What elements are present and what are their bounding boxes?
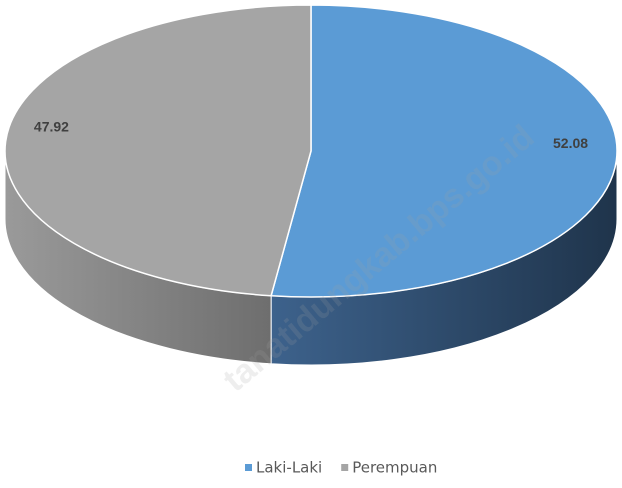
data-label: 47.92 (34, 119, 69, 135)
legend-label: Perempuan (352, 459, 437, 477)
legend-swatch (341, 464, 349, 471)
slice (4, 4, 312, 297)
legend-swatch (245, 464, 252, 471)
legend: Laki-Laki Perempuan (245, 459, 437, 477)
data-label: 52.08 (553, 135, 588, 151)
legend-label: Laki-Laki (256, 459, 322, 477)
slice (270, 4, 618, 298)
